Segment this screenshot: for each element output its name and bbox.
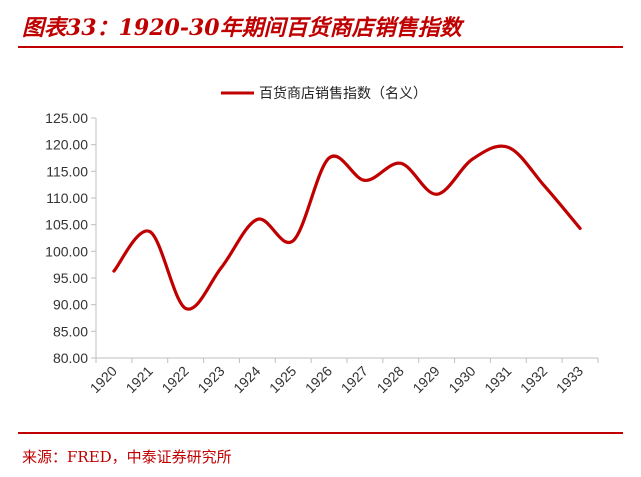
series-line — [112, 144, 582, 311]
x-axis: 1920 1921 1922 1923 1924 1925 1926 1927 1928 1929… — [87, 357, 599, 396]
legend-label: 百货商店销售指数（名义） — [259, 85, 427, 102]
y-tick-label: 125.00 — [45, 110, 88, 126]
x-tick-label: 1930 — [445, 363, 478, 396]
y-tick-label: 115.00 — [46, 163, 88, 179]
y-tick-label: 105.00 — [45, 217, 88, 233]
x-tick-label: 1933 — [553, 363, 586, 396]
y-tick-label: 90.00 — [53, 297, 88, 313]
y-tick-label: 100.00 — [45, 243, 88, 259]
x-tick-label: 1924 — [230, 363, 263, 396]
y-tick-label: 80.00 — [53, 350, 88, 366]
x-tick-label: 1931 — [481, 363, 514, 396]
source-note: 来源：FRED，中泰证券研究所 — [22, 448, 232, 466]
y-tick-label: 120.00 — [45, 137, 88, 153]
title-divider — [18, 46, 623, 48]
x-tick-label: 1925 — [266, 363, 299, 396]
x-tick-label: 1920 — [87, 363, 120, 396]
chart-legend: 百货商店销售指数（名义） — [221, 85, 427, 102]
x-tick-label: 1923 — [194, 363, 227, 396]
x-tick-label: 1926 — [302, 363, 335, 396]
x-tick-label: 1921 — [123, 363, 156, 396]
x-tick-label: 1928 — [374, 363, 407, 396]
y-axis: 80.00 85.00 90.00 95.00 100.00 105.00 110.00 11… — [45, 110, 97, 366]
y-tick-label: 110.00 — [46, 190, 88, 206]
x-tick-label: 1927 — [338, 363, 371, 396]
y-tick-label: 95.00 — [53, 270, 88, 286]
x-tick-label: 1929 — [409, 363, 442, 396]
line-chart: 百货商店销售指数（名义） 80.00 85.00 90.00 95.00 100.00 1… — [45, 85, 599, 396]
source-divider — [18, 432, 623, 434]
x-tick-label: 1922 — [158, 363, 191, 396]
y-tick-label: 85.00 — [53, 323, 88, 339]
figure-title: 图表33：1920-30年期间百货商店销售指数 — [22, 15, 462, 41]
x-tick-label: 1932 — [517, 363, 550, 396]
series-layer — [112, 144, 582, 311]
